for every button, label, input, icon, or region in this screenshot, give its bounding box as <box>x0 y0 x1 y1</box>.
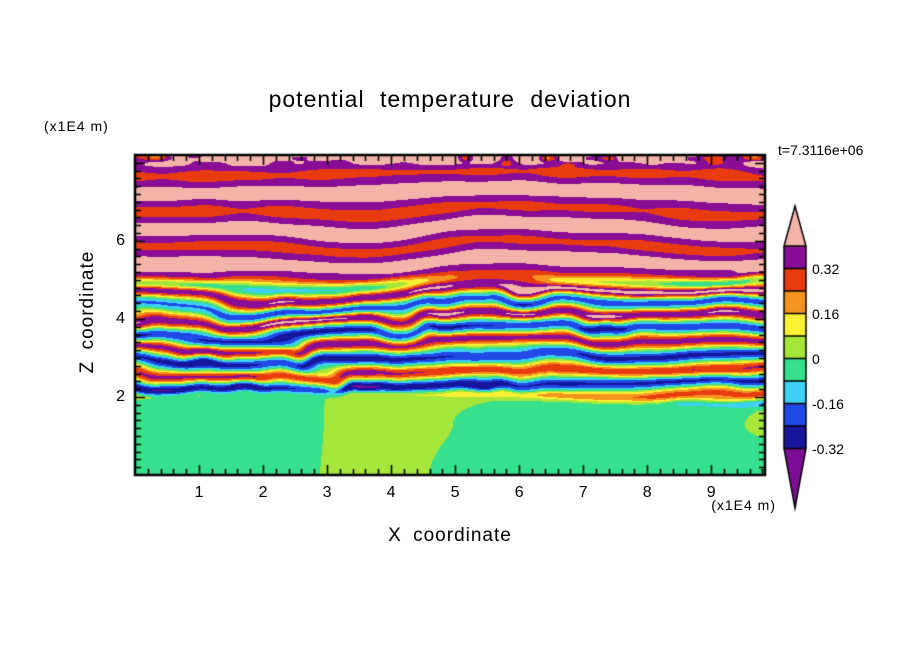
x-axis-unit-label: (x1E4 m) <box>711 497 776 513</box>
x-tick-label: 9 <box>706 484 716 501</box>
x-tick-label: 2 <box>258 484 268 501</box>
x-tick-label: 5 <box>450 484 460 501</box>
x-tick-label: 4 <box>386 484 396 501</box>
x-tick-label: 6 <box>514 484 524 501</box>
x-tick-label: 1 <box>194 484 204 501</box>
y-tick-label: 4 <box>116 309 125 327</box>
y-axis-label: Z coordinate <box>77 250 98 374</box>
y-axis-unit-label: (x1E4 m) <box>44 118 109 134</box>
time-annotation: t=7.3116e+06 <box>778 142 864 158</box>
colorbar-tick-label: -0.16 <box>812 395 844 412</box>
x-tick-label: 7 <box>578 484 588 501</box>
y-tick-label: 6 <box>116 231 125 249</box>
colorbar-tick-label: -0.32 <box>812 440 844 457</box>
colorbar-tick-label: 0.16 <box>812 305 840 322</box>
colorbar-tick-label: 0.32 <box>812 260 840 277</box>
y-tick-label: 2 <box>116 387 125 405</box>
x-tick-label: 3 <box>322 484 332 501</box>
chart-title: potential temperature deviation <box>268 86 632 112</box>
colorbar-tick-label: 0 <box>812 350 820 367</box>
x-axis-label: X coordinate <box>388 525 512 546</box>
x-tick-label: 8 <box>642 484 652 501</box>
